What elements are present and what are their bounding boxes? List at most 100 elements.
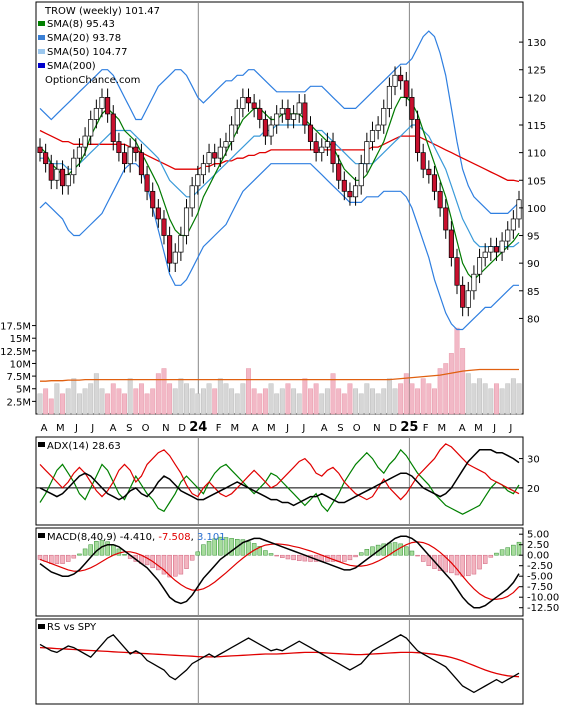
x-axis-label: J (508, 423, 512, 434)
macd-histogram-bar (71, 554, 77, 559)
volume-bar (189, 388, 195, 415)
rs-legend: RS vs SPY (38, 622, 97, 633)
macd-hist-value: 3.101 (197, 532, 226, 543)
volume-bar (71, 378, 77, 415)
candle-body (448, 229, 454, 258)
bollinger-lower-line (39, 163, 519, 331)
macd-histogram-bar (240, 539, 246, 556)
candle-body (313, 141, 319, 153)
volume-bar (381, 388, 387, 415)
volume-bar (471, 383, 477, 415)
candle-body (133, 146, 139, 153)
volume-bar (88, 383, 94, 415)
adx-title: ADX(14) 28.63 (47, 441, 121, 452)
volume-bar (347, 383, 353, 415)
macd-histogram-bar (274, 554, 279, 557)
volume-bar (415, 388, 421, 415)
x-axis-label: A (41, 423, 48, 434)
candle-body (127, 146, 133, 165)
x-axis-label: D (178, 423, 186, 434)
volume-tick-label: 15M (10, 334, 31, 345)
volume-bar (229, 388, 235, 415)
candle-body (189, 185, 195, 209)
volume-bar (60, 393, 65, 415)
grid-layer (197, 2, 410, 704)
x-axis-label: A (459, 423, 466, 434)
legend-sma200: SMA(200) (47, 61, 96, 72)
legend-sma20: SMA(20) 93.78 (47, 33, 121, 44)
candle-body (105, 97, 111, 115)
candle-body (59, 168, 66, 187)
volume-bar (386, 378, 392, 415)
candle-body (167, 235, 173, 264)
macd-histogram-bar (291, 554, 296, 561)
volume-bar (370, 388, 375, 415)
candle-body (398, 74, 404, 82)
volume-bar (144, 393, 150, 415)
sma20-line (40, 124, 520, 248)
candle-body (386, 85, 392, 109)
volume-bar (302, 378, 308, 415)
legend-swatch-sma8 (38, 21, 45, 26)
volume-bar (291, 388, 297, 415)
macd-histogram-bar (466, 554, 471, 577)
volume-tick-label: 5M (16, 385, 31, 396)
x-axis-label: M (231, 423, 240, 434)
volume-bar (110, 383, 116, 415)
volume-bar (172, 388, 178, 415)
volume-bar (437, 368, 443, 415)
macd-tick-label: -7.50 (527, 582, 553, 593)
macd-tick-label: -2.50 (527, 561, 553, 572)
adx-layer (36, 443, 523, 515)
volume-bar (505, 383, 511, 415)
macd-histogram-bar (505, 547, 510, 556)
macd-histogram-bar (392, 542, 398, 556)
x-axis-label: M (56, 423, 65, 434)
volume-bar (313, 383, 319, 415)
macd-legend-swatch (38, 533, 45, 538)
candle-body (353, 185, 359, 198)
candle-body (392, 74, 398, 87)
volume-bar (426, 383, 432, 415)
candle-body (420, 152, 426, 170)
candle-body (477, 257, 483, 275)
adx-tick-label: 20 (527, 484, 540, 495)
candle-body (116, 141, 122, 153)
x-axis-label: J (285, 423, 289, 434)
macd-histogram-bar (296, 554, 302, 561)
macd-histogram-bar (111, 544, 116, 556)
volume-bar (448, 353, 454, 415)
candle-body (65, 174, 71, 187)
candle-body (403, 80, 409, 98)
x-axis-label: M (474, 423, 483, 434)
macd-histogram-bar (49, 554, 54, 564)
volume-bar (324, 388, 330, 415)
candle-body (488, 246, 494, 253)
price-tick-label: 105 (527, 176, 546, 187)
candle-body (381, 108, 387, 126)
volume-bar (336, 388, 342, 415)
x-axis-label: F (216, 423, 222, 434)
x-axis-label: A (321, 423, 328, 434)
x-axis-label: D (389, 423, 397, 434)
volume-bar (48, 398, 54, 415)
candle-body (48, 163, 54, 181)
volume-bar (133, 388, 139, 415)
volume-bar (516, 383, 522, 415)
adx-tick-label: 30 (527, 455, 540, 466)
macd-histogram-bar (161, 554, 167, 575)
candle-body (279, 108, 285, 115)
candle-body (443, 207, 449, 231)
legend-sma50: SMA(50) 104.77 (47, 47, 128, 58)
rs-average-line (39, 646, 520, 678)
volume-bar (443, 363, 449, 415)
volume-bar (116, 388, 122, 415)
volume-bar (262, 388, 268, 415)
macd-tick-label: 5.00 (527, 530, 549, 541)
macd-layer (37, 535, 522, 609)
volume-bar (240, 383, 246, 415)
volume-bar (200, 388, 206, 415)
macd-histogram-bar (201, 544, 206, 556)
volume-bar (127, 378, 133, 415)
x-axis-label: 24 (189, 420, 207, 435)
